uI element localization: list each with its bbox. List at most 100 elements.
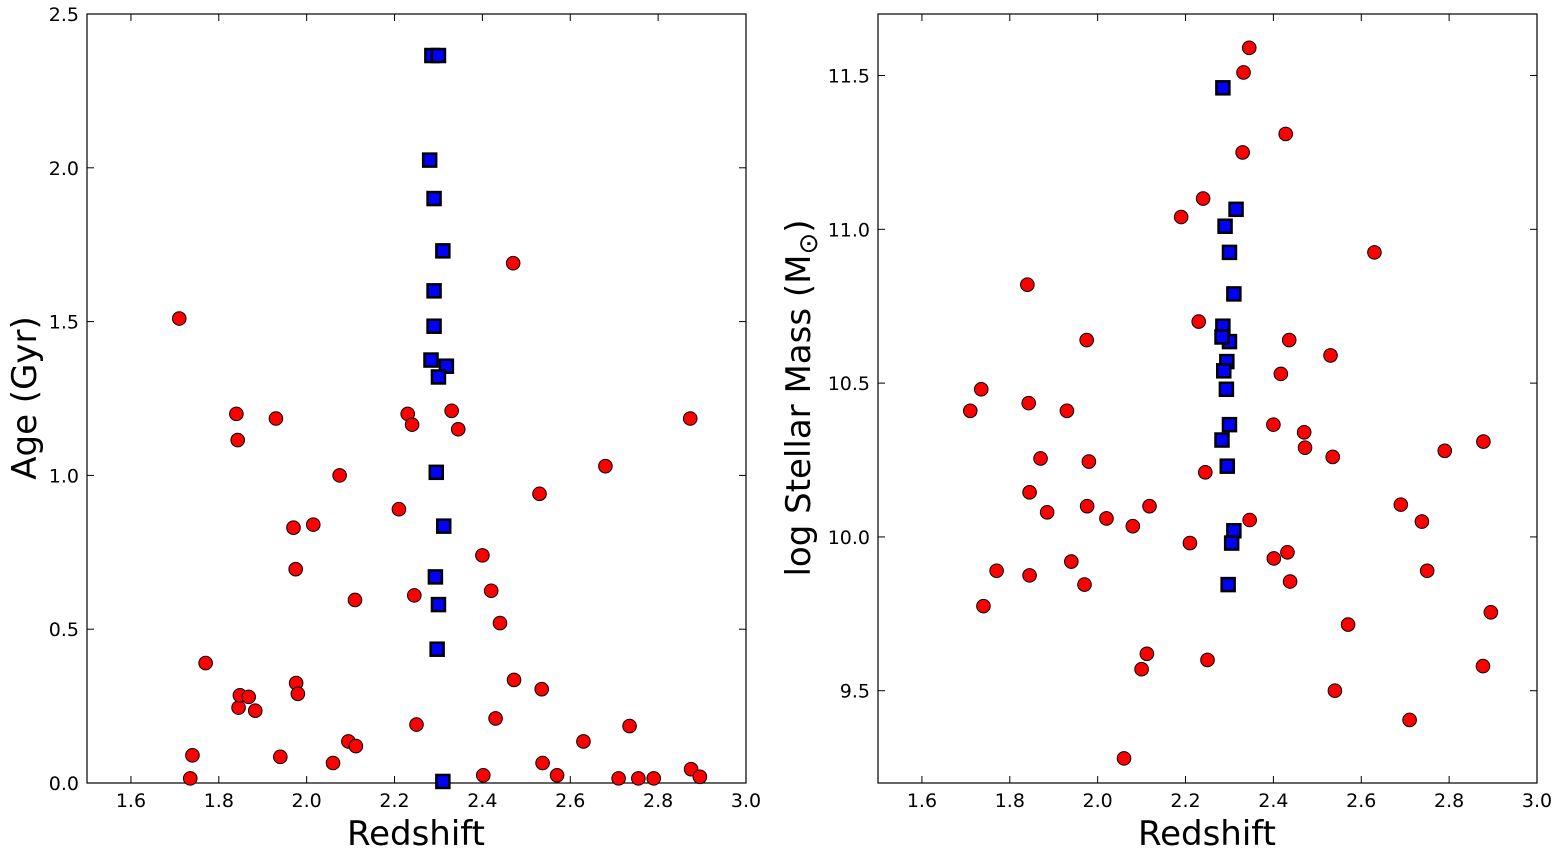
mass-circle-point xyxy=(989,563,1004,579)
mass-y-axis-label: log Stellar Mass (M⊙) xyxy=(779,219,824,576)
age-circle-point xyxy=(534,681,550,697)
age-circle-point xyxy=(404,417,420,432)
mass-x-axis-label: Redshift xyxy=(1138,814,1276,854)
age-circle-point xyxy=(185,748,200,763)
mass-circle-point xyxy=(1235,145,1250,160)
age-x-axis-label: Redshift xyxy=(347,814,485,854)
mass-square-point xyxy=(1226,523,1242,539)
mass-square-point xyxy=(1221,244,1238,261)
mass-square-point xyxy=(1214,329,1230,345)
age-circle-point xyxy=(488,711,503,726)
mass-circle-point xyxy=(976,598,991,614)
mass-circle-point xyxy=(1266,417,1281,432)
age-square-point xyxy=(435,773,451,790)
mass-circle-point xyxy=(1414,514,1430,529)
age-square-point xyxy=(429,641,445,657)
mass-x-tick-label: 3.0 xyxy=(1522,790,1552,812)
age-circle-point xyxy=(549,768,565,783)
mass-circle-point xyxy=(1475,658,1491,674)
mass-circle-point xyxy=(1483,604,1499,620)
age-square-point xyxy=(426,318,442,334)
age-circle-point xyxy=(347,592,363,608)
mass-circle-point xyxy=(1022,568,1037,583)
mass-circle-point xyxy=(1142,498,1157,514)
mass-circle-point xyxy=(1021,395,1036,411)
mass-x-tick-label: 2.0 xyxy=(1083,790,1113,812)
mass-circle-point xyxy=(1059,403,1075,419)
age-square-point xyxy=(430,596,447,613)
mass-circle-point xyxy=(1242,512,1257,528)
mass-square-point xyxy=(1223,535,1240,551)
mass-x-tick-label: 2.4 xyxy=(1258,790,1288,812)
mass-y-tick-label: 11.0 xyxy=(828,219,870,241)
age-x-tick-label: 2.2 xyxy=(379,790,409,812)
age-square-point xyxy=(423,352,439,368)
age-circle-point xyxy=(622,718,637,734)
mass-circle-point xyxy=(1281,332,1297,348)
mass-circle-point xyxy=(1039,505,1055,520)
mass-circle-point xyxy=(1064,554,1079,569)
mass-circle-point xyxy=(1327,683,1343,699)
mass-square-point xyxy=(1217,218,1233,234)
age-y-axis-label: Age (Gyr) xyxy=(5,316,45,480)
mass-circle-point xyxy=(1191,314,1207,329)
mass-y-tick-label: 11.5 xyxy=(828,66,870,88)
age-circle-point xyxy=(171,311,187,326)
mass-circle-point xyxy=(973,381,989,397)
mass-x-tick-label: 2.8 xyxy=(1434,790,1464,812)
mass-circle-point xyxy=(1079,498,1095,514)
age-y-tick-label: 0.5 xyxy=(49,619,79,641)
age-circle-point xyxy=(230,432,245,448)
mass-square-point xyxy=(1215,80,1231,96)
age-y-tick-label: 1.0 xyxy=(49,465,79,487)
age-y-tick-label: 1.5 xyxy=(49,312,79,334)
age-circle-point xyxy=(535,755,550,771)
mass-circle-point xyxy=(1282,574,1298,589)
mass-square-point xyxy=(1219,458,1236,474)
mass-circle-point xyxy=(1077,577,1092,592)
mass-circle-point xyxy=(1020,277,1035,292)
mass-circle-point xyxy=(1367,245,1382,260)
mass-circle-point xyxy=(1033,451,1048,466)
age-circle-point xyxy=(182,771,198,786)
age-y-tick-label: 0.0 xyxy=(49,773,79,795)
mass-x-tick-label: 1.8 xyxy=(995,790,1025,812)
age-circle-point xyxy=(348,738,364,754)
mass-circle-point xyxy=(1266,551,1282,566)
age-circle-point xyxy=(290,686,306,702)
mass-circle-point xyxy=(1325,449,1341,465)
mass-y-tick-label: 9.5 xyxy=(840,681,870,703)
age-square-point xyxy=(435,518,452,534)
mass-circle-point xyxy=(1437,443,1453,459)
age-circle-point xyxy=(288,561,303,577)
age-square-point xyxy=(428,464,445,481)
mass-y-axis-label-sun-symbol: ⊙ xyxy=(794,233,824,255)
age-y-tick-label: 2.5 xyxy=(49,4,79,26)
age-square-point xyxy=(430,369,447,385)
mass-y-axis-label-text: log Stellar Mass (M xyxy=(779,255,819,577)
mass-plot-frame xyxy=(877,13,1538,784)
mass-circle-point xyxy=(1273,366,1289,382)
mass-data-points xyxy=(962,40,1499,766)
mass-circle-point xyxy=(1393,497,1409,512)
mass-circle-point xyxy=(1182,535,1198,551)
mass-axis-ticks: 1.6 1.8 2.0 2.2 2.4 2.6 2.8 3.0 9.5 10.0 10.5 11.0 1… xyxy=(828,14,1552,812)
mass-square-point xyxy=(1228,201,1244,218)
mass-y-tick-label: 10.0 xyxy=(828,527,870,549)
age-circle-point xyxy=(611,771,626,786)
mass-y-axis-label-close: ) xyxy=(779,219,819,232)
age-plot-frame xyxy=(86,13,747,784)
age-circle-point xyxy=(241,689,256,705)
age-square-point xyxy=(421,152,438,168)
age-circle-point xyxy=(475,548,490,563)
age-circle-point xyxy=(286,520,301,535)
mass-square-point xyxy=(1226,286,1242,302)
age-circle-point xyxy=(450,421,466,437)
age-circle-point xyxy=(631,771,646,786)
mass-circle-point xyxy=(1323,348,1338,363)
mass-circle-point xyxy=(1116,751,1132,766)
mass-circle-point xyxy=(1476,434,1491,449)
mass-circle-point xyxy=(1079,332,1094,348)
mass-square-point xyxy=(1214,432,1230,448)
